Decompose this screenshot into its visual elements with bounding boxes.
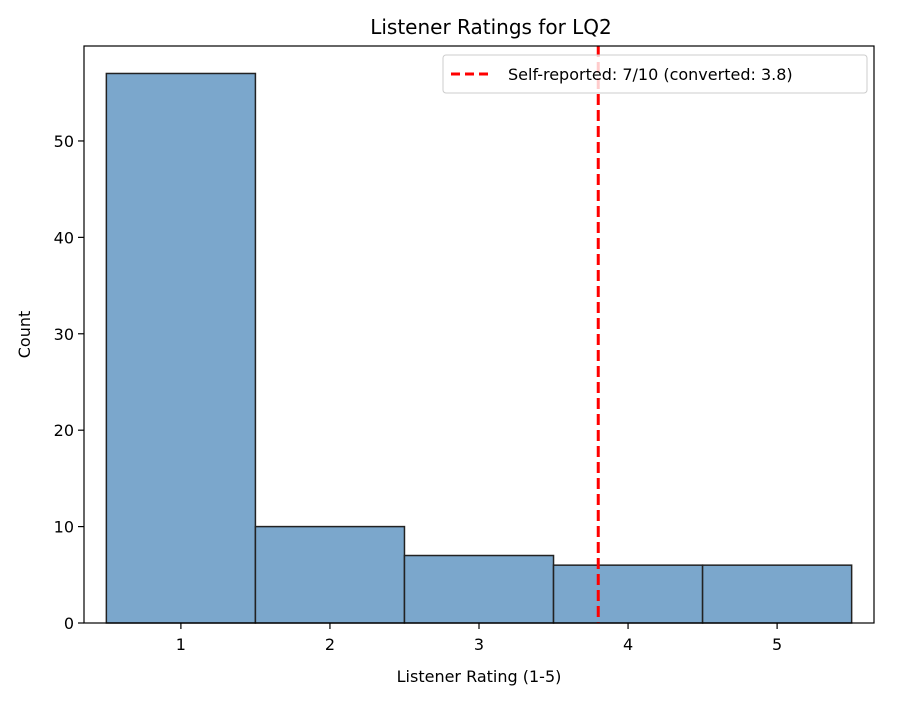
- y-axis-title: Count: [15, 311, 34, 359]
- x-axis: 1 2 3 4 5: [176, 623, 782, 654]
- bar-rating-3: [403, 554, 555, 624]
- x-tick-label: 3: [474, 635, 484, 654]
- bar-rating-4: [552, 564, 704, 624]
- x-axis-title: Listener Rating (1-5): [397, 667, 562, 686]
- chart-title: Listener Ratings for LQ2: [370, 15, 612, 39]
- legend-label: Self-reported: 7/10 (converted: 3.8): [508, 65, 793, 84]
- bar-rating-5: [701, 564, 853, 624]
- y-axis: 0 10 20 30 40 50: [54, 132, 84, 633]
- legend: Self-reported: 7/10 (converted: 3.8): [442, 54, 868, 94]
- y-tick-label: 20: [54, 421, 74, 440]
- bar-rating-1: [105, 72, 257, 624]
- y-tick-label: 10: [54, 518, 74, 537]
- y-tick-label: 0: [64, 614, 74, 633]
- x-tick-label: 2: [325, 635, 335, 654]
- bar-rating-2: [254, 525, 406, 624]
- y-tick-label: 30: [54, 325, 74, 344]
- bars-layer: [105, 72, 853, 624]
- x-tick-label: 4: [623, 635, 633, 654]
- x-tick-label: 1: [176, 635, 186, 654]
- x-tick-label: 5: [772, 635, 782, 654]
- y-tick-label: 40: [54, 228, 74, 247]
- legend-box: [442, 54, 868, 94]
- y-tick-label: 50: [54, 132, 74, 151]
